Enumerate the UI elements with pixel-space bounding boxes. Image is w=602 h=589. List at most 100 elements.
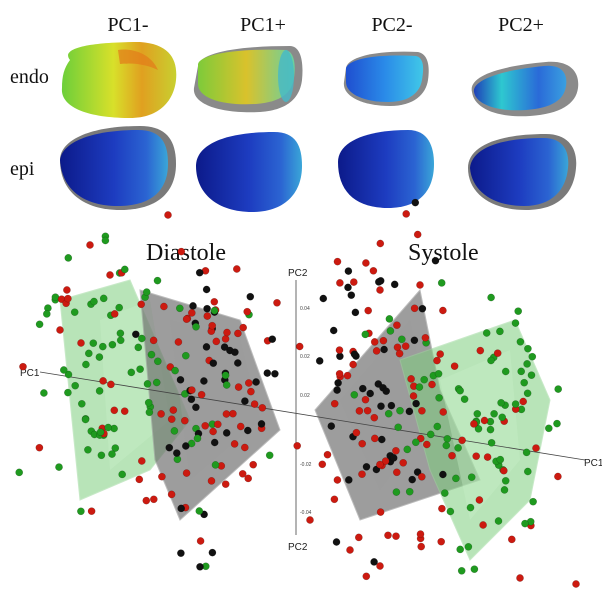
red-point [229, 409, 237, 418]
red-point [379, 336, 388, 345]
red-point [410, 304, 419, 313]
red-point [438, 504, 446, 513]
green-point [514, 307, 523, 316]
red-point [19, 362, 27, 371]
red-point [203, 312, 212, 320]
green-point [487, 356, 495, 365]
green-point [40, 389, 48, 397]
pc2-axis-label-bottom: PC2 [288, 542, 308, 553]
green-point [511, 400, 520, 408]
red-point [417, 542, 426, 551]
red-point [196, 537, 205, 545]
green-point [473, 409, 482, 418]
black-point [252, 378, 260, 386]
green-point [210, 306, 219, 315]
red-point [209, 427, 217, 436]
green-point [55, 463, 63, 471]
green-point [120, 265, 129, 274]
red-point [399, 458, 408, 467]
green-point [95, 353, 104, 361]
red-point [335, 346, 344, 354]
red-point [381, 457, 390, 465]
red-point [355, 407, 364, 415]
row-label-epi: epi [10, 158, 35, 180]
green-point [101, 236, 110, 245]
red-point [516, 574, 524, 582]
red-point [232, 265, 241, 273]
green-point [64, 388, 72, 397]
red-point [519, 397, 528, 406]
red-point [376, 460, 384, 469]
green-point [553, 419, 561, 428]
black-point [268, 335, 277, 344]
green-point [143, 380, 152, 388]
red-point [208, 321, 217, 330]
red-point [169, 406, 178, 414]
green-point [496, 327, 504, 336]
red-point [370, 434, 379, 443]
red-point [323, 450, 332, 459]
green-point [118, 470, 127, 479]
black-point [231, 348, 239, 357]
red-point [182, 469, 191, 477]
black-point [387, 401, 396, 410]
green-point [527, 371, 536, 380]
green-point [435, 393, 443, 402]
red-point [384, 531, 392, 540]
pc1-axis-label-left: PC1 [20, 368, 40, 379]
green-point [35, 320, 44, 329]
red-point [407, 375, 415, 383]
black-point [210, 438, 219, 447]
green-point [104, 423, 113, 432]
black-point [412, 399, 420, 408]
black-point [319, 294, 328, 303]
red-point [416, 281, 424, 289]
green-point [111, 444, 120, 452]
black-point [220, 343, 229, 351]
green-point [77, 399, 86, 408]
green-point [137, 334, 146, 343]
black-point [358, 384, 367, 393]
green-point [415, 383, 424, 391]
red-point [352, 428, 361, 437]
red-point [293, 441, 302, 450]
green-point [467, 473, 476, 482]
green-point [15, 468, 24, 477]
red-point [35, 443, 44, 452]
green-point [42, 310, 51, 318]
black-point [413, 468, 422, 476]
red-point [369, 266, 378, 275]
heart-shape-endo-pc2-minus [343, 51, 429, 106]
col-label-pc2-plus: PC2+ [498, 14, 544, 36]
pc2-tick-label: -0.04 [300, 510, 312, 516]
green-point [95, 387, 104, 395]
green-point [497, 398, 505, 407]
red-point [182, 315, 191, 324]
green-point [193, 434, 202, 443]
red-point [416, 434, 425, 443]
red-point [433, 356, 441, 365]
red-point [401, 342, 410, 351]
black-point [332, 538, 341, 546]
green-point [392, 488, 401, 496]
black-point [344, 267, 353, 275]
red-point [458, 436, 466, 445]
red-point [236, 422, 245, 431]
green-point [411, 438, 420, 447]
green-point [442, 441, 451, 450]
red-point [239, 323, 248, 332]
black-point [380, 345, 388, 354]
black-point [263, 369, 272, 377]
black-point [233, 359, 242, 367]
red-point [330, 399, 339, 408]
green-point [134, 343, 143, 352]
red-point [416, 530, 425, 538]
red-point [295, 342, 304, 351]
green-point [99, 294, 108, 303]
red-point [376, 508, 385, 516]
red-point [370, 338, 379, 346]
black-point [192, 403, 200, 412]
red-point [418, 406, 426, 415]
green-point [420, 375, 429, 384]
